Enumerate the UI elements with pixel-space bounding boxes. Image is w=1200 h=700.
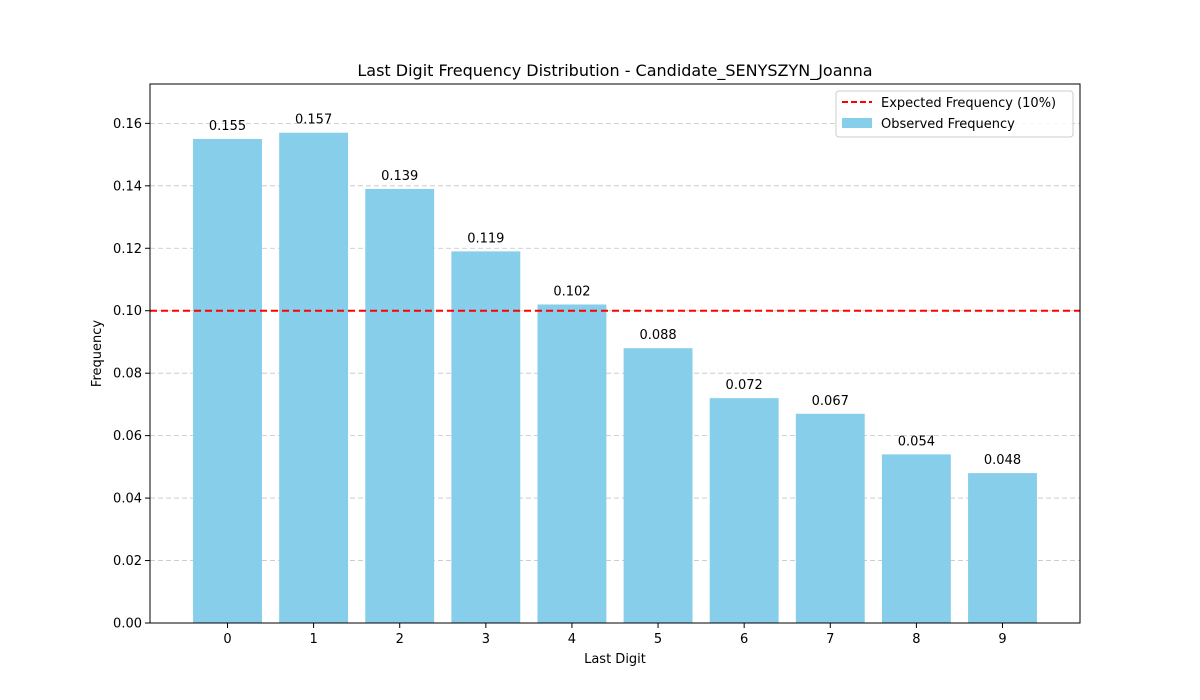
bar-digit-6: [709, 398, 779, 623]
bar-value-label: 0.054: [898, 434, 935, 449]
bar-digit-4: [537, 304, 607, 623]
y-tick-label: 0.16: [113, 117, 142, 132]
y-axis-ticks: 0.00 0.02 0.04 0.06 0.08 0.10 0.12 0.14 0.16: [113, 117, 150, 632]
x-tick-label: 6: [740, 632, 748, 647]
bar-value-label: 0.088: [639, 328, 676, 343]
legend-label-observed: Observed Frequency: [881, 117, 1015, 132]
bar-value-label: 0.119: [467, 231, 504, 246]
plot-frame: [149, 83, 1081, 624]
x-tick-label: 8: [912, 632, 920, 647]
bar-digit-1: [279, 132, 349, 623]
bar-digit-8: [881, 454, 951, 623]
legend: Expected Frequency (10%) Observed Freque…: [835, 90, 1074, 138]
x-tick-label: 5: [654, 632, 662, 647]
bar-value-labels: 0.155 0.157 0.139 0.119 0.102 0.088 0.072 0.067…: [209, 113, 1021, 468]
bar-value-label: 0.157: [295, 113, 332, 128]
x-tick-label: 2: [396, 632, 404, 647]
y-tick-label: 0.08: [113, 367, 142, 382]
bar-value-label: 0.067: [812, 394, 849, 409]
legend-label-expected: Expected Frequency (10%): [881, 96, 1056, 111]
x-tick-label: 7: [826, 632, 834, 647]
bar-value-label: 0.155: [209, 119, 246, 134]
y-tick-label: 0.06: [113, 429, 142, 444]
y-axis-label: Frequency: [90, 320, 105, 387]
bar-value-label: 0.139: [381, 169, 418, 184]
legend-box: [835, 90, 1074, 138]
x-axis-label: Last Digit: [584, 652, 646, 667]
y-tick-label: 0.04: [113, 492, 142, 507]
y-tick-label: 0.14: [113, 179, 142, 194]
x-tick-label: 1: [309, 632, 317, 647]
bar-digit-5: [623, 348, 693, 623]
x-axis-ticks: 0 1 2 3 4 5 6 7 8 9: [223, 623, 1007, 647]
y-tick-label: 0.02: [113, 554, 142, 569]
x-tick-label: 3: [482, 632, 490, 647]
y-tick-label: 0.12: [113, 242, 142, 257]
bar-digit-0: [193, 138, 262, 623]
legend-swatch-observed: [842, 118, 872, 128]
bars: [193, 132, 1037, 623]
x-tick-label: 9: [998, 632, 1006, 647]
bar-value-label: 0.048: [984, 453, 1021, 468]
x-tick-label: 0: [223, 632, 231, 647]
bar-digit-3: [451, 251, 521, 623]
bar-digit-7: [795, 413, 865, 623]
bar-value-label: 0.102: [553, 284, 590, 299]
x-tick-label: 4: [568, 632, 576, 647]
y-tick-label: 0.10: [113, 304, 142, 319]
bar-digit-9: [968, 473, 1037, 623]
y-tick-label: 0.00: [113, 617, 142, 632]
chart-title: Last Digit Frequency Distribution - Cand…: [357, 61, 872, 81]
bar-digit-2: [365, 188, 435, 623]
bar-value-label: 0.072: [726, 378, 763, 393]
